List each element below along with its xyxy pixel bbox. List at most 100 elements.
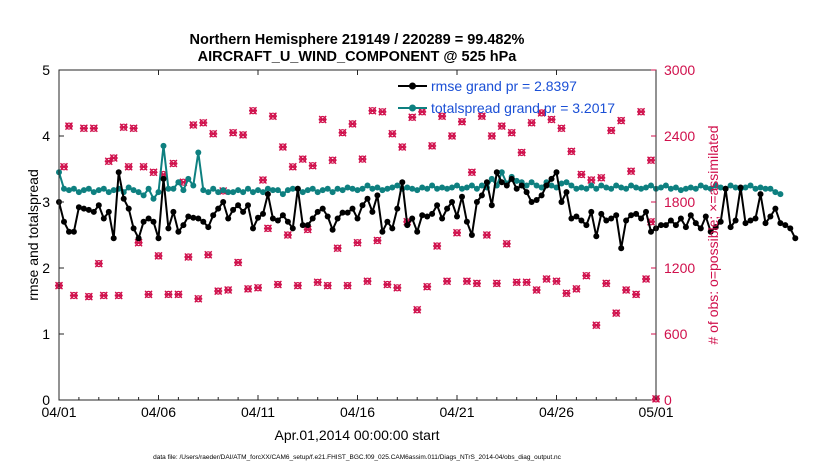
obs-marker: [84, 292, 93, 301]
data-point-totalspread: [702, 184, 709, 191]
data-point-totalspread: [225, 189, 232, 196]
obs-marker: [627, 167, 636, 176]
obs-marker: [373, 236, 382, 245]
data-point-rmse: [662, 222, 669, 229]
obs-marker: [298, 155, 307, 164]
data-point-rmse: [727, 224, 734, 231]
obs-marker-cross: [373, 236, 382, 245]
data-point-totalspread: [289, 185, 296, 192]
data-point-totalspread: [135, 189, 142, 196]
obs-marker-cross: [129, 124, 138, 133]
obs-marker-cross: [229, 128, 238, 137]
obs-marker: [418, 107, 427, 116]
data-point-rmse: [643, 208, 649, 215]
data-point-totalspread: [578, 184, 585, 191]
legend-spread-label: totalspread grand pr = 3.2017: [431, 100, 615, 116]
data-point-rmse: [503, 182, 510, 189]
obs-marker: [453, 228, 461, 237]
y-tick-label: 1: [42, 326, 50, 342]
data-point-rmse: [578, 217, 585, 224]
data-point-rmse: [498, 179, 505, 186]
obs-marker: [582, 271, 591, 280]
data-point-rmse: [424, 213, 431, 220]
obs-marker-cross: [263, 224, 272, 233]
data-point-totalspread: [618, 184, 625, 191]
data-point-rmse: [314, 208, 321, 215]
obs-marker-cross: [204, 250, 213, 259]
obs-marker: [283, 231, 292, 239]
obs-marker: [69, 291, 78, 300]
data-point-rmse: [289, 225, 296, 232]
obs-marker: [169, 159, 178, 168]
obs-marker-cross: [647, 156, 656, 165]
data-point-totalspread: [165, 185, 172, 192]
obs-marker-cross: [64, 122, 73, 131]
obs-marker-cross: [89, 124, 98, 133]
data-point-totalspread: [155, 189, 162, 196]
data-point-rmse: [264, 191, 271, 198]
data-point-totalspread: [185, 175, 192, 182]
data-point-rmse: [732, 217, 739, 224]
data-point-totalspread: [190, 182, 197, 189]
y-tick-label: 5: [42, 62, 50, 78]
data-point-rmse: [573, 213, 580, 220]
data-point-rmse: [274, 217, 281, 224]
data-point-totalspread: [667, 185, 674, 192]
obs-marker-cross: [443, 277, 452, 286]
data-point-totalspread: [732, 184, 739, 191]
data-point-rmse: [667, 217, 674, 224]
data-point-rmse: [488, 202, 495, 209]
data-point-totalspread: [558, 180, 565, 187]
obs-marker: [413, 305, 422, 314]
obs-marker: [497, 122, 506, 131]
legend-rmse-marker: [409, 82, 416, 90]
obs-marker: [318, 115, 327, 124]
y-tick-label: 3: [42, 194, 50, 210]
data-point-totalspread: [603, 184, 610, 191]
x-tick-label: 04/11: [241, 404, 275, 420]
y-axis-label: rmse and totalspread: [25, 169, 41, 301]
obs-marker: [333, 244, 342, 253]
data-point-rmse: [95, 202, 102, 209]
data-point-rmse: [528, 199, 535, 205]
obs-marker-cross: [393, 283, 402, 292]
data-point-totalspread: [269, 187, 276, 194]
obs-marker-cross: [154, 251, 163, 260]
obs-marker: [343, 281, 352, 290]
obs-marker-cross: [323, 281, 332, 290]
data-point-rmse: [260, 210, 266, 217]
data-point-rmse: [85, 206, 92, 213]
obs-marker-cross: [363, 277, 372, 286]
obs-count-layer: [55, 106, 660, 403]
obs-marker: [268, 112, 277, 121]
data-point-totalspread: [245, 185, 251, 192]
obs-marker: [199, 118, 208, 127]
data-point-rmse: [339, 209, 346, 216]
data-point-totalspread: [463, 184, 470, 191]
x-axis-label: Apr.01,2014 00:00:00 start: [274, 427, 439, 443]
obs-marker-cross: [209, 129, 218, 138]
obs-marker: [64, 122, 73, 131]
footnote: data file: /Users/raeder/DAI/ATM_forcXX/…: [153, 454, 562, 461]
obs-marker: [323, 281, 332, 290]
data-point-rmse: [195, 215, 202, 222]
obs-marker-cross: [537, 108, 546, 117]
data-point-rmse: [658, 222, 664, 229]
data-point-rmse: [165, 225, 172, 232]
data-point-rmse: [623, 217, 630, 224]
data-point-totalspread: [439, 184, 446, 191]
series-layer: [56, 142, 799, 252]
obs-marker-cross: [617, 116, 626, 125]
x-tick-label: 04/21: [439, 404, 474, 420]
obs-marker: [353, 238, 362, 247]
data-point-totalspread: [175, 179, 182, 186]
obs-marker: [607, 126, 616, 135]
obs-marker-cross: [84, 292, 93, 301]
data-point-totalspread: [145, 185, 152, 192]
data-point-rmse: [160, 175, 167, 182]
obs-marker: [542, 275, 551, 283]
x-tick-label: 04/06: [141, 404, 176, 420]
obs-marker-cross: [139, 162, 148, 171]
obs-marker-cross: [199, 118, 208, 127]
data-point-rmse: [364, 195, 371, 202]
